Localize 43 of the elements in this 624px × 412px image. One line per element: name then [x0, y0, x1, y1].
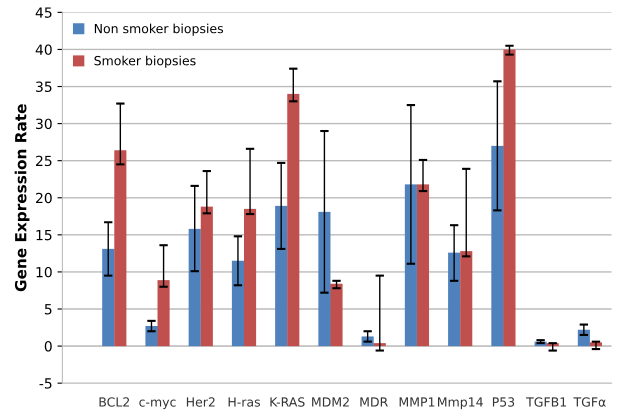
bar	[275, 206, 288, 346]
bar	[330, 284, 343, 346]
bar	[114, 150, 126, 346]
legend-label: Smoker biopsies	[94, 56, 196, 68]
x-tick-label: TGFB1	[526, 397, 566, 407]
x-tick-label: c-myc	[139, 400, 176, 410]
y-tick-label: 0	[44, 341, 52, 352]
y-tick-label: 30	[36, 118, 52, 130]
x-tick-label: MDR	[360, 397, 388, 407]
x-tick-label: Mmp14	[438, 397, 483, 410]
bar	[232, 260, 244, 346]
x-tick-label: MMP1	[400, 397, 434, 407]
y-tick-label: 10	[36, 266, 52, 278]
y-tick-label: 35	[36, 81, 52, 92]
x-tick-label: P53	[492, 397, 514, 407]
x-tick-label: H-ras	[228, 397, 260, 407]
bar	[503, 49, 516, 346]
y-tick-label: 20	[36, 192, 52, 204]
bar	[102, 248, 114, 346]
bar	[416, 184, 430, 346]
bar	[158, 280, 170, 346]
x-tick-label: K-RAS	[270, 397, 305, 407]
y-tick-label: -5	[40, 378, 52, 389]
bar	[448, 252, 460, 346]
y-tick-label: 15	[36, 230, 52, 240]
y-tick-label: 40	[36, 44, 52, 55]
bar	[318, 212, 330, 346]
bar	[200, 206, 213, 346]
bar	[491, 146, 504, 346]
bar	[460, 251, 472, 346]
bar	[404, 184, 417, 346]
y-axis-title: Gene Expression Rate	[14, 104, 30, 292]
x-tick-label: BCL2	[100, 397, 130, 407]
x-tick-label: MDM2	[312, 397, 349, 407]
bar	[287, 94, 300, 346]
bar	[188, 228, 201, 346]
x-tick-label: TGFα	[573, 397, 606, 407]
legend-label: Non smoker biopsies	[94, 24, 224, 36]
y-tick-label: 25	[36, 156, 52, 166]
bar	[244, 208, 256, 346]
x-tick-label: Her2	[186, 397, 215, 407]
y-tick-label: 5	[44, 304, 52, 314]
y-tick-label: 45	[36, 8, 52, 18]
